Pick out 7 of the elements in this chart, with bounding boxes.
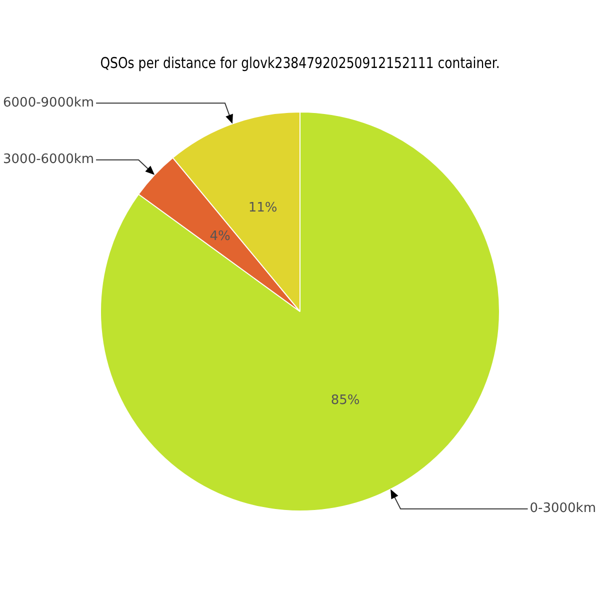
slice-label: 0-3000km — [530, 501, 596, 516]
chart-title: QSOs per distance for glovk23847920250912152111 container. — [100, 54, 500, 72]
slice-label: 3000-6000km — [3, 152, 94, 168]
slice-label: 6000-9000km — [3, 95, 94, 110]
data-label: 11% — [248, 200, 278, 216]
data-label: 85% — [330, 392, 360, 408]
data-label: 4% — [210, 228, 230, 244]
